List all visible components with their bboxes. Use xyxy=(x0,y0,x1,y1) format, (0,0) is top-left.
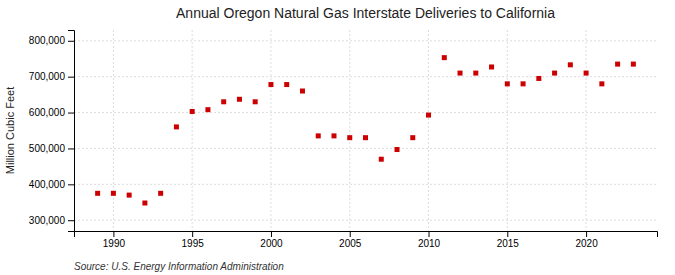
tick-mark xyxy=(507,231,508,237)
point xyxy=(331,133,336,138)
tick: 1995 xyxy=(182,231,205,249)
tick: 600,000 xyxy=(29,107,74,118)
tick-label: 400,000 xyxy=(29,179,66,190)
tick-label: 2015 xyxy=(497,238,520,249)
y-axis-title: Million Cubic Feet xyxy=(4,87,16,174)
point xyxy=(142,201,147,206)
point xyxy=(458,71,463,76)
grid-line xyxy=(507,30,508,231)
point xyxy=(205,107,210,112)
tick-mark xyxy=(429,231,430,237)
point xyxy=(237,97,242,102)
point xyxy=(300,89,305,94)
tick: 700,000 xyxy=(29,71,74,82)
point xyxy=(190,109,195,114)
point xyxy=(253,99,258,104)
grid-line xyxy=(74,40,657,41)
grid-line xyxy=(349,30,350,231)
grid-line xyxy=(113,30,114,231)
tick: 2020 xyxy=(575,231,598,249)
point xyxy=(442,55,447,60)
point xyxy=(568,62,573,67)
tick-label: 800,000 xyxy=(29,35,66,46)
tick-label: 1990 xyxy=(103,238,126,249)
point xyxy=(536,76,541,81)
tick-label: 500,000 xyxy=(29,143,66,154)
grid-line xyxy=(74,112,657,113)
point xyxy=(505,81,510,86)
tick: 2015 xyxy=(497,231,520,249)
point xyxy=(552,71,557,76)
tick-mark xyxy=(68,77,74,78)
tick: 1990 xyxy=(103,231,126,249)
point xyxy=(426,113,431,118)
axis-line xyxy=(68,31,75,232)
tick-mark xyxy=(113,231,114,237)
point xyxy=(268,82,273,87)
tick-label: 600,000 xyxy=(29,107,66,118)
point xyxy=(363,135,368,140)
point xyxy=(489,64,494,69)
point xyxy=(174,124,179,129)
tick: 2000 xyxy=(260,231,283,249)
tick-mark xyxy=(350,231,351,237)
tick-mark xyxy=(586,231,587,237)
tick-mark xyxy=(271,231,272,237)
tick-label: 700,000 xyxy=(29,71,66,82)
tick-mark xyxy=(68,41,74,42)
point xyxy=(584,71,589,76)
point xyxy=(395,147,400,152)
point xyxy=(316,133,321,138)
plot: 1990 1995 2000 2005 2010 2015 2020 300,000 400,0… xyxy=(29,30,658,249)
tick: 800,000 xyxy=(29,35,74,46)
tick-label: 1995 xyxy=(182,238,205,249)
axis-line xyxy=(75,232,658,238)
point xyxy=(410,135,415,140)
tick-label: 2010 xyxy=(418,238,441,249)
x-axis: 1990 1995 2000 2005 2010 2015 2020 xyxy=(75,231,658,249)
grid-line xyxy=(74,76,657,77)
y-axis: 300,000 400,000 500,000 600,000 700,000 800,0… xyxy=(29,31,75,232)
grid-line xyxy=(586,30,587,231)
tick: 2010 xyxy=(418,231,441,249)
source: Source: U.S. Energy Information Administ… xyxy=(74,261,284,272)
tick-label: 2005 xyxy=(339,238,362,249)
point xyxy=(158,191,163,196)
grid-line xyxy=(270,30,271,231)
grid-line xyxy=(74,220,657,221)
title: Annual Oregon Natural Gas Interstate Del… xyxy=(176,5,555,21)
point xyxy=(347,135,352,140)
tick-mark xyxy=(68,220,74,221)
tick-mark xyxy=(68,148,74,149)
point xyxy=(615,62,620,67)
grid-line xyxy=(192,30,193,231)
point xyxy=(221,99,226,104)
tick: 2005 xyxy=(339,231,362,249)
point xyxy=(127,193,132,198)
point xyxy=(521,81,526,86)
points xyxy=(95,55,636,205)
tick-label: 2000 xyxy=(260,238,283,249)
grid-line xyxy=(428,30,429,231)
point xyxy=(284,82,289,87)
point xyxy=(111,191,116,196)
grid-line xyxy=(74,148,657,149)
grid xyxy=(74,30,657,231)
point xyxy=(379,157,384,162)
tick-label: 300,000 xyxy=(29,215,66,226)
point xyxy=(599,81,604,86)
tick: 500,000 xyxy=(29,143,74,154)
tick-mark xyxy=(192,231,193,237)
point xyxy=(95,191,100,196)
tick: 400,000 xyxy=(29,179,74,190)
point xyxy=(473,71,478,76)
chart-svg: 1990 1995 2000 2005 2010 2015 2020 300,000 400,0… xyxy=(0,0,675,275)
point xyxy=(631,62,636,67)
tick-mark xyxy=(68,184,74,185)
tick-label: 2020 xyxy=(575,238,598,249)
tick-mark xyxy=(68,113,74,114)
grid-line xyxy=(74,184,657,185)
tick: 300,000 xyxy=(29,215,74,226)
